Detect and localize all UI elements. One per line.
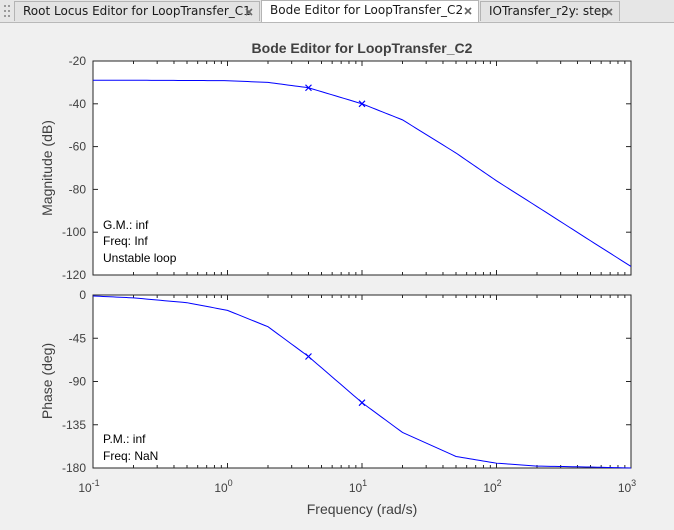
y-tick-label: -180	[62, 461, 86, 475]
x-tick-base: 10	[349, 481, 363, 495]
tab-label: IOTransfer_r2y: step	[489, 4, 609, 18]
phase-ylabel: Phase (deg)	[39, 343, 55, 419]
magnitude-y-ticks: -20 -40 -60 -80 -100 -120	[62, 54, 631, 282]
x-tick-base: 10	[483, 481, 497, 495]
grip-icon[interactable]	[3, 3, 11, 19]
phase-margin-freq-text: Freq: NaN	[103, 449, 158, 463]
x-tick-exponent: 2	[497, 478, 502, 488]
tab-io-transfer-step[interactable]: IOTransfer_r2y: step	[480, 1, 620, 21]
magnitude-axes[interactable]: -20 -40 -60 -80 -100 -120 G.M.: inf Freq: Inf…	[39, 54, 632, 282]
y-tick-label: -40	[69, 97, 87, 111]
phase-markers[interactable]	[305, 353, 366, 407]
y-tick-label: -80	[69, 182, 87, 196]
gain-margin-freq-text: Freq: Inf	[103, 234, 148, 248]
x-axis-label: Frequency (rad/s)	[307, 501, 417, 517]
close-icon[interactable]	[462, 5, 474, 17]
x-tick-label: 10-1	[78, 478, 99, 495]
x-tick-labels: 10-1 100 101 102 103	[78, 478, 636, 495]
x-tick-exponent: 1	[362, 478, 367, 488]
y-tick-label: 0	[79, 288, 86, 302]
close-icon[interactable]	[243, 6, 255, 18]
magnitude-markers[interactable]	[305, 84, 366, 108]
x-marker	[305, 353, 312, 360]
loop-stability-text: Unstable loop	[103, 251, 177, 265]
x-tick-label: 100	[214, 478, 232, 495]
x-tick-base: 10	[618, 481, 632, 495]
y-tick-label: -60	[69, 140, 87, 154]
phase-axes[interactable]: 0 -45 -90 -135 -180 P.M.: inf Freq: NaN Phas…	[39, 288, 632, 475]
x-tick-exponent: 3	[631, 478, 636, 488]
x-tick-exponent: 0	[228, 478, 233, 488]
tab-bode-editor[interactable]: Bode Editor for LoopTransfer_C2	[261, 0, 479, 22]
y-tick-label: -90	[69, 375, 87, 389]
y-tick-label: -135	[62, 418, 86, 432]
tab-label: Root Locus Editor for LoopTransfer_C1	[23, 4, 251, 18]
y-tick-label: -120	[62, 268, 86, 282]
phase-margin-text: P.M.: inf	[103, 432, 146, 446]
x-marker	[305, 84, 312, 92]
phase-x-ticks	[92, 295, 632, 468]
x-tick-label: 103	[618, 478, 636, 495]
magnitude-ylabel: Magnitude (dB)	[39, 120, 55, 216]
y-tick-label: -20	[69, 54, 87, 68]
tab-root-locus-editor[interactable]: Root Locus Editor for LoopTransfer_C1	[14, 1, 260, 21]
phase-plot-area[interactable]	[92, 294, 632, 469]
tab-bar: Root Locus Editor for LoopTransfer_C1 Bo…	[0, 0, 674, 23]
bode-figure: Bode Editor for LoopTransfer_C2 -20 -40 -6…	[0, 23, 674, 525]
x-tick-base: 10	[214, 481, 228, 495]
y-tick-label: -45	[69, 331, 87, 345]
x-marker	[358, 399, 366, 407]
gain-margin-text: G.M.: inf	[103, 218, 149, 232]
x-tick-base: 10	[78, 481, 92, 495]
x-tick-label: 102	[483, 478, 501, 495]
y-tick-label: -100	[62, 225, 86, 239]
close-icon[interactable]	[603, 6, 615, 18]
x-marker	[358, 100, 366, 108]
magnitude-plot-area[interactable]	[92, 60, 632, 276]
x-tick-exponent: -1	[92, 478, 100, 488]
x-tick-label: 101	[349, 478, 367, 495]
magnitude-x-ticks	[92, 61, 632, 275]
tab-label: Bode Editor for LoopTransfer_C2	[270, 3, 464, 17]
phase-y-ticks: 0 -45 -90 -135 -180	[62, 288, 631, 475]
figure-title: Bode Editor for LoopTransfer_C2	[252, 40, 473, 56]
